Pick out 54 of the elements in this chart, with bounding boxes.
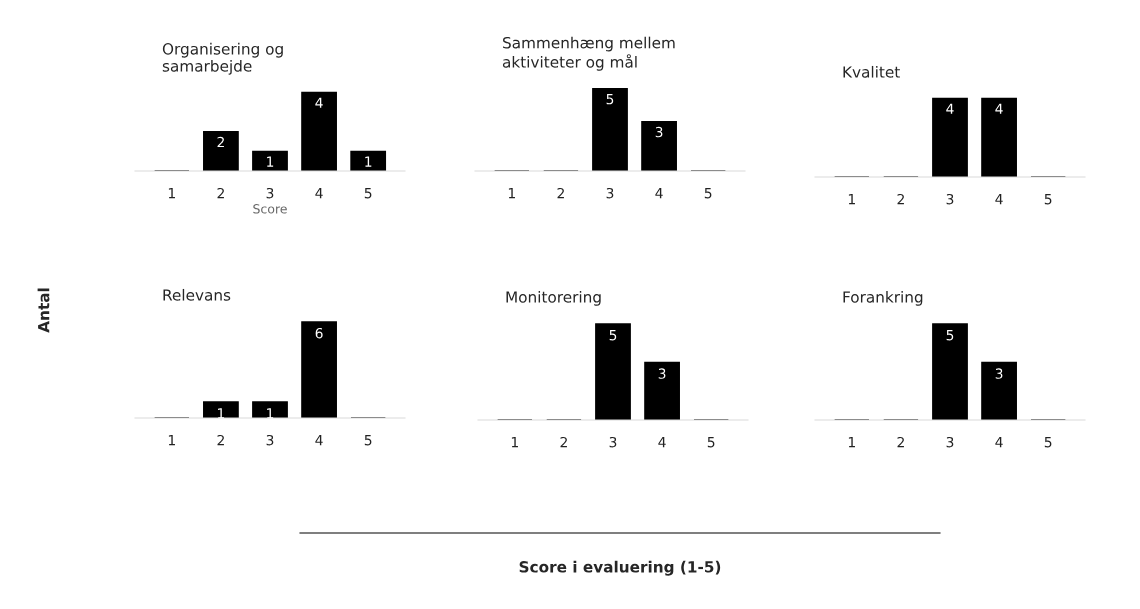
data-label: 4 <box>946 103 954 114</box>
data-label: 5 <box>946 330 954 341</box>
x-tick-label: 4 <box>315 435 323 446</box>
x-tick-label: 5 <box>1044 437 1052 448</box>
x-tick-label: 3 <box>606 187 614 199</box>
text: Antal <box>37 288 50 333</box>
x-tick-label: 5 <box>707 437 715 448</box>
chart-title: Kvalitet <box>843 65 900 78</box>
x-tick-label: 5 <box>1044 194 1052 205</box>
x-tick-label: 2 <box>557 187 564 199</box>
x-tick-label: 3 <box>946 193 954 205</box>
chart-title: Organisering og samarbejde <box>162 42 283 75</box>
x-tick-label: 3 <box>946 436 954 448</box>
data-label: 3 <box>658 368 666 379</box>
x-tick-label: 1 <box>168 188 175 199</box>
data-label: 2 <box>217 136 224 148</box>
x-tick-label: 4 <box>655 188 663 199</box>
data-label: 6 <box>315 327 323 339</box>
data-label: 3 <box>995 368 1003 379</box>
x-tick-label: 3 <box>609 436 617 448</box>
x-tick-label: 4 <box>658 437 666 448</box>
x-tick-label: 2 <box>217 434 224 446</box>
chart-title: Forankring <box>843 290 923 306</box>
data-label: 5 <box>609 330 617 341</box>
x-tick-label: 4 <box>995 194 1003 205</box>
x-tick-label: 2 <box>897 436 904 448</box>
x-tick-label: 1 <box>508 188 515 199</box>
x-tick-label: 3 <box>266 434 274 446</box>
x-axis-title: Score <box>253 204 287 214</box>
x-tick-label: 2 <box>560 436 567 448</box>
x-tick-label: 1 <box>848 194 855 205</box>
chart-title: Sammenhæng mellem aktiviteter og mål <box>502 36 675 71</box>
data-label: 1 <box>365 156 372 167</box>
data-label: 4 <box>995 103 1003 114</box>
x-tick-label: 2 <box>897 193 904 205</box>
chart-title: Monitorering <box>506 290 601 306</box>
x-tick-label: 5 <box>364 188 372 199</box>
x-tick-label: 4 <box>995 437 1003 448</box>
x-tick-label: 1 <box>848 437 855 448</box>
chart-title: Relevans <box>163 288 231 301</box>
data-label: 3 <box>655 126 663 138</box>
text: Score i evaluering (1-5) <box>519 560 721 576</box>
x-tick-label: 2 <box>217 187 224 199</box>
x-tick-label: 4 <box>315 188 323 199</box>
x-tick-label: 1 <box>168 435 175 446</box>
data-label: 5 <box>606 94 614 105</box>
data-label: 4 <box>315 97 323 108</box>
data-label: 1 <box>267 408 274 419</box>
data-label: 1 <box>218 408 225 419</box>
x-tick-label: 5 <box>364 435 372 446</box>
x-tick-label: 3 <box>266 187 274 199</box>
x-tick-label: 1 <box>511 437 518 448</box>
x-tick-label: 5 <box>704 188 712 199</box>
data-label: 1 <box>267 156 274 167</box>
